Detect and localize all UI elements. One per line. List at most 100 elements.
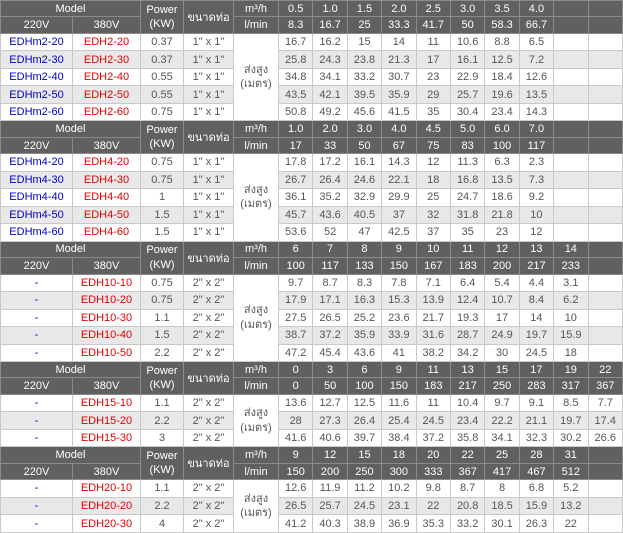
head-value-cell: 25.4 [381, 411, 417, 430]
head-value-cell [553, 205, 589, 225]
flow-rate-lmin-value: 183 [449, 257, 486, 275]
flow-rate-lmin-value: 333 [415, 462, 451, 481]
power-kw-cell: 0.75 [140, 170, 184, 190]
head-value-cell: 35.8 [449, 428, 486, 448]
head-value-cell: 12 [415, 153, 451, 172]
pipe-size-cell: 2" x 2" [183, 393, 234, 413]
flow-rate-m3h-value: 6 [346, 360, 383, 379]
pump-data-row: EDHm4-20 EDH4-20 0.75 1" x 1" ส่งสูง (เมตร) 1… [0, 153, 623, 242]
head-value-cell: 8.8 [484, 32, 520, 52]
power-column-header: Power (KW) [140, 120, 184, 155]
head-value-cell: 30 [484, 343, 520, 362]
head-value-cell: 42.5 [381, 223, 417, 242]
pump-data-row: EDHm2-20 EDH2-20 0.37 1" x 1" ส่งสูง (เมตร) 1… [0, 32, 623, 122]
head-value-cell: 19.7 [553, 411, 589, 430]
flow-rate-m3h-value [587, 240, 623, 259]
head-value-cell [587, 170, 623, 190]
flow-rate-lmin-value: 250 [484, 377, 520, 395]
pump-data-row: - EDH15-20 2.2 2" x 2" 28 27.3 26.4 25.4 24.5 23.… [0, 411, 623, 430]
flow-unit-m3h-header: m³/h [233, 446, 279, 464]
pipe-size-cell: 1" x 1" [183, 102, 234, 122]
flow-rate-m3h-value: 3 [312, 360, 348, 379]
head-value-cell: 19.6 [484, 85, 520, 104]
pump-data-row: EDHm4-40 EDH4-40 1 1" x 1" 36.1 35.2 32.9 29.9 2… [0, 188, 623, 207]
pipe-size-column-header: ขนาดท่อ [183, 120, 234, 155]
head-value-cell: 13.5 [484, 170, 520, 190]
model-220v-cell: EDHm2-40 [0, 67, 73, 87]
flow-rate-m3h-value: 7.0 [518, 120, 555, 138]
head-value-cell [587, 343, 623, 362]
flow-rate-lmin-value: 8.3 [277, 16, 314, 34]
head-value-cell: 47.2 [277, 343, 314, 362]
head-value-cell: 43.6 [346, 343, 383, 362]
voltage-220v-header: 220V [0, 462, 73, 481]
power-kw-cell: 1.1 [140, 479, 184, 498]
flow-rate-lmin-value: 200 [312, 462, 348, 481]
flow-rate-m3h-value: 12 [312, 446, 348, 464]
flow-rate-m3h-value: 4.5 [415, 120, 451, 138]
head-value-cell [587, 102, 623, 122]
pump-data-row: - EDH10-40 1.5 2" x 2" 38.7 37.2 35.9 33.9 31.6 2… [0, 326, 623, 345]
head-value-cell: 45.6 [346, 102, 383, 122]
head-value-cell: 26.6 [587, 428, 623, 448]
head-value-cell: 8.5 [553, 393, 589, 413]
head-value-cell: 10 [518, 205, 555, 225]
head-value-cell: 35.2 [312, 188, 348, 207]
pipe-size-cell: 2" x 2" [183, 273, 234, 293]
head-value-cell: 7.7 [587, 393, 623, 413]
head-meters-label-cell: ส่งสูง (เมตร) [233, 32, 279, 122]
head-value-cell [553, 188, 589, 207]
model-380v-cell: EDH10-50 [72, 343, 141, 362]
head-value-cell [587, 514, 623, 533]
head-value-cell: 41 [381, 343, 417, 362]
pipe-size-cell: 1" x 1" [183, 85, 234, 104]
head-value-cell: 11 [415, 393, 451, 413]
voltage-220v-header: 220V [0, 16, 73, 34]
power-kw-cell: 1.5 [140, 205, 184, 225]
head-value-cell: 25.7 [449, 85, 486, 104]
model-380v-cell: EDH10-10 [72, 273, 141, 293]
pipe-size-cell: 1" x 1" [183, 205, 234, 225]
model-380v-cell: EDH4-40 [72, 188, 141, 207]
head-value-cell [587, 85, 623, 104]
head-value-cell [587, 153, 623, 172]
head-value-cell: 22 [415, 496, 451, 516]
flow-rate-lmin-value: 217 [518, 257, 555, 275]
flow-rate-m3h-value: 18 [381, 446, 417, 464]
flow-rate-m3h-value: 1.0 [277, 120, 314, 138]
flow-rate-m3h-value: 3.5 [484, 0, 520, 18]
head-value-cell: 25.7 [312, 496, 348, 516]
head-value-cell: 7.3 [518, 170, 555, 190]
head-value-cell: 14 [381, 32, 417, 52]
flow-rate-m3h-value: 11 [449, 240, 486, 259]
flow-rate-m3h-value: 20 [415, 446, 451, 464]
head-value-cell: 8 [484, 479, 520, 498]
head-value-cell [553, 102, 589, 122]
flow-rate-m3h-value: 19 [553, 360, 589, 379]
head-value-cell: 24.5 [346, 496, 383, 516]
head-value-cell [587, 223, 623, 242]
flow-rate-lmin-value: 16.7 [312, 16, 348, 34]
head-value-cell: 47 [346, 223, 383, 242]
power-kw-cell: 1.5 [140, 223, 184, 242]
flow-rate-lmin-value: 50 [346, 136, 383, 155]
model-380v-cell: EDH15-20 [72, 411, 141, 430]
head-value-cell: 23 [484, 223, 520, 242]
pump-data-row: - EDH20-10 1.1 2" x 2" ส่งสูง (เมตร) 12.6 11.9… [0, 479, 623, 533]
flow-rate-lmin-value: 25 [346, 16, 383, 34]
head-value-cell: 15.9 [518, 496, 555, 516]
head-value-cell: 22 [553, 514, 589, 533]
head-value-cell: 18.4 [484, 67, 520, 87]
model-220v-cell: EDHm4-40 [0, 188, 73, 207]
model-220v-cell: - [0, 308, 73, 328]
flow-rate-lmin-value: 17 [277, 136, 314, 155]
flow-rate-m3h-value: 14 [553, 240, 589, 259]
pump-data-row: - EDH15-30 3 2" x 2" 41.6 40.6 39.7 38.4 37.2 35.… [0, 428, 623, 448]
head-value-cell: 52 [312, 223, 348, 242]
pipe-size-cell: 2" x 2" [183, 411, 234, 430]
flow-unit-lmin-header: l/min [233, 377, 279, 395]
head-value-cell: 6.8 [518, 479, 555, 498]
head-value-cell: 40.3 [312, 514, 348, 533]
head-value-cell: 40.5 [346, 205, 383, 225]
head-value-cell: 25.8 [277, 50, 314, 69]
